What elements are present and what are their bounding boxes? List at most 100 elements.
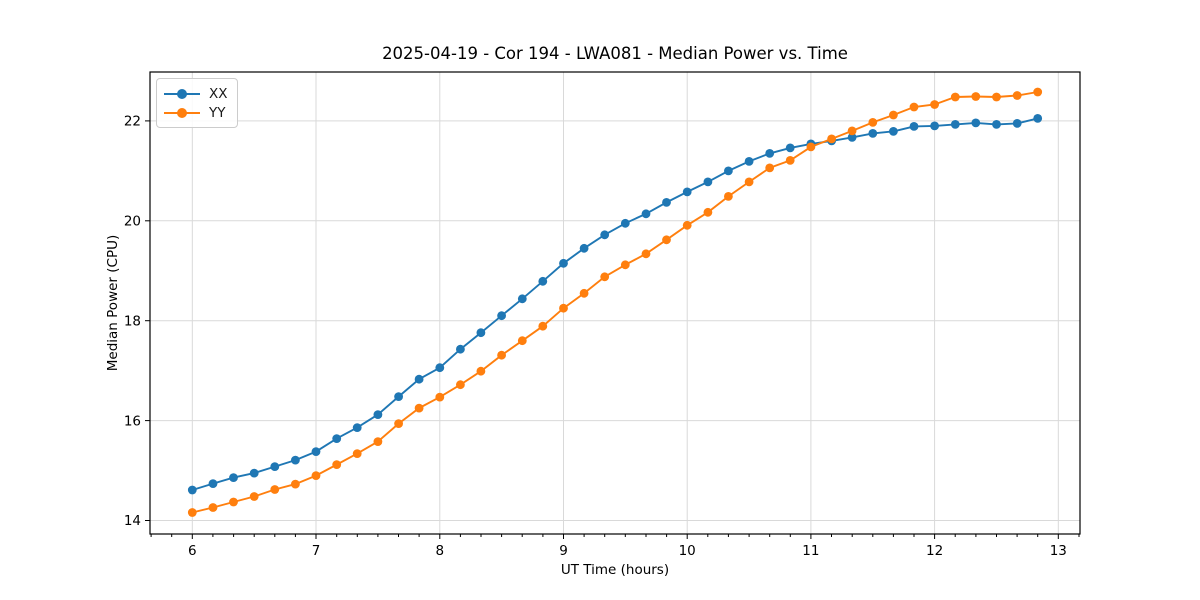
- x-tick-label: 9: [559, 543, 568, 559]
- data-point: [703, 207, 713, 217]
- data-point: [1012, 91, 1022, 100]
- data-point: [724, 192, 733, 201]
- data-point: [827, 134, 836, 144]
- data-point: [971, 92, 981, 101]
- data-point: [538, 321, 548, 331]
- data-point: [394, 392, 403, 401]
- data-point: [662, 198, 671, 207]
- data-point: [249, 492, 259, 501]
- data-point: [785, 143, 795, 153]
- data-point: [765, 163, 775, 173]
- y-axis-label-text: Median Power (CPU): [105, 234, 121, 372]
- data-point: [311, 471, 321, 480]
- legend-item-yy: YY: [164, 103, 228, 122]
- data-point: [414, 403, 424, 413]
- data-point: [579, 288, 589, 298]
- data-point: [394, 419, 403, 428]
- data-point: [435, 392, 445, 402]
- xx-line-marker-sample: [164, 88, 200, 99]
- data-point: [435, 363, 445, 373]
- data-point: [559, 303, 568, 313]
- data-point: [538, 276, 548, 286]
- data-point: [414, 374, 424, 384]
- y-tick-label: 22: [124, 114, 141, 130]
- data-point: [744, 157, 754, 166]
- data-point: [600, 230, 610, 240]
- legend-label-yy: YY: [209, 104, 226, 121]
- data-point: [187, 508, 197, 517]
- data-point: [1012, 119, 1022, 128]
- data-point: [476, 366, 486, 376]
- yy-line-marker-sample: [164, 107, 200, 118]
- data-point: [208, 503, 218, 512]
- data-point: [311, 447, 321, 456]
- data-point: [332, 434, 342, 443]
- data-point: [620, 218, 630, 228]
- data-point: [497, 350, 506, 360]
- data-point: [1033, 114, 1043, 123]
- data-point: [229, 473, 238, 482]
- data-point: [600, 272, 610, 282]
- x-tick-label: 7: [312, 543, 321, 559]
- data-point: [270, 462, 280, 471]
- x-ticks: 6 7 8 9 10 11 12 13: [188, 534, 1067, 559]
- data-point: [868, 118, 878, 127]
- data-point: [332, 460, 342, 469]
- data-point: [476, 328, 486, 338]
- data-point: [992, 92, 1001, 102]
- data-point: [291, 455, 300, 465]
- data-point: [909, 102, 919, 112]
- plot-frame: [149, 71, 1081, 535]
- chart-title: 2025-04-19 - Cor 194 - LWA081 - Median P…: [382, 44, 848, 63]
- data-point: [249, 468, 259, 478]
- data-point: [703, 177, 713, 187]
- data-point: [889, 126, 898, 136]
- data-point: [950, 92, 960, 102]
- grid: [150, 72, 1080, 534]
- data-point: [352, 423, 362, 432]
- data-point: [847, 133, 857, 142]
- legend-item-xx: XX: [164, 84, 228, 103]
- data-point: [579, 243, 589, 253]
- data-point: [1033, 87, 1043, 97]
- data-point: [352, 449, 362, 458]
- data-point: [270, 485, 280, 494]
- series-xx: [187, 114, 1043, 495]
- data-point: [456, 380, 465, 390]
- legend-label-xx: XX: [209, 85, 228, 102]
- data-point: [930, 121, 939, 131]
- y-tick-label: 14: [124, 513, 141, 529]
- data-point: [909, 122, 919, 131]
- data-point: [641, 209, 651, 219]
- data-point: [724, 166, 733, 176]
- x-tick-label: 6: [188, 543, 197, 559]
- data-point: [889, 110, 898, 120]
- data-point: [950, 120, 960, 129]
- data-point: [373, 437, 383, 446]
- data-point: [806, 142, 816, 152]
- data-point: [868, 129, 878, 138]
- data-point: [744, 177, 754, 187]
- x-axis-label: UT Time (hours): [560, 562, 670, 578]
- data-point: [497, 311, 506, 321]
- data-point: [620, 260, 630, 270]
- data-point: [641, 249, 651, 259]
- y-tick-label: 16: [124, 413, 141, 429]
- data-point: [992, 120, 1001, 129]
- data-point: [187, 485, 197, 495]
- y-tick-label: 20: [124, 214, 141, 230]
- x-tick-label: 10: [679, 543, 696, 559]
- legend: XX YY: [156, 78, 238, 128]
- x-tick-label: 13: [1050, 543, 1067, 559]
- y-ticks: 14 16 18 20 22: [124, 114, 150, 529]
- series-yy: [187, 87, 1043, 517]
- data-point: [373, 410, 383, 419]
- x-tick-label: 8: [436, 543, 445, 559]
- data-point: [517, 336, 527, 346]
- data-point: [682, 220, 692, 230]
- y-tick-label: 18: [124, 313, 141, 329]
- data-point: [930, 100, 939, 109]
- x-tick-label: 12: [926, 543, 943, 559]
